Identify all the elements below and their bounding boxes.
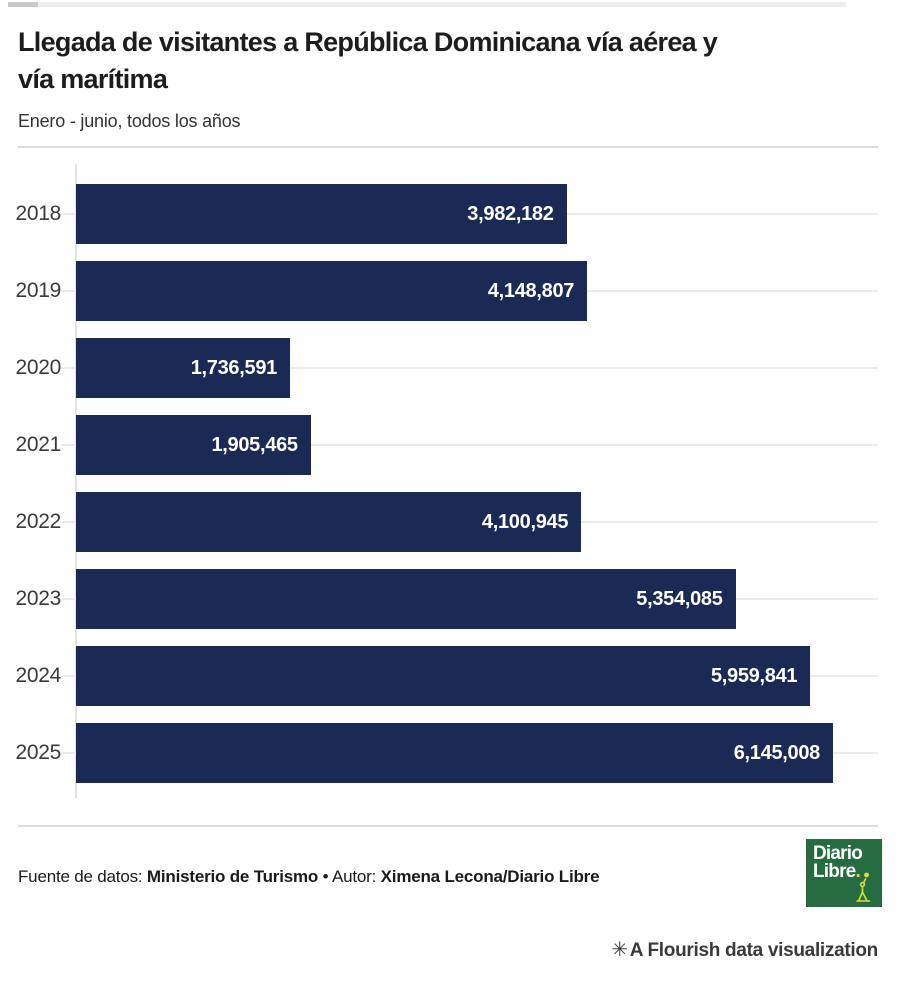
year-label: 2018: [15, 202, 61, 225]
statue-icon: [856, 872, 871, 902]
row-plot-area: 5,354,085: [61, 569, 878, 629]
row-plot-area: 4,148,807: [61, 261, 878, 321]
chart-title-line2: vía marítima: [18, 64, 168, 95]
top-scrollbar-track[interactable]: [8, 2, 846, 7]
chart-row: 2022 4,100,945: [0, 484, 878, 561]
source-label: Fuente de datos:: [18, 866, 147, 886]
diario-libre-logo[interactable]: Diario Libre.: [806, 838, 882, 907]
data-bar[interactable]: 6,145,008: [76, 723, 833, 783]
row-plot-area: 4,100,945: [61, 492, 878, 552]
separator-bullet: •: [318, 866, 332, 886]
source-line: Fuente de datos: Ministerio de Turismo •…: [18, 866, 600, 887]
chart-footer: Fuente de datos: Ministerio de Turismo •…: [18, 838, 882, 907]
year-label: 2020: [15, 356, 61, 379]
bar-value-label: 5,354,085: [636, 587, 723, 610]
data-bar[interactable]: 1,905,465: [76, 415, 311, 475]
flourish-attribution[interactable]: ✳ A Flourish data visualization: [0, 937, 878, 962]
year-label: 2019: [15, 279, 61, 302]
flourish-icon: ✳: [611, 938, 628, 961]
data-bar[interactable]: 1,736,591: [76, 338, 290, 398]
author-name: Ximena Lecona/Diario Libre: [380, 866, 600, 886]
bar-value-label: 1,736,591: [190, 356, 278, 379]
flourish-text: A Flourish data visualization: [629, 939, 879, 961]
bar-value-label: 3,982,182: [467, 202, 554, 225]
data-bar[interactable]: 5,354,085: [76, 569, 736, 629]
year-label: 2021: [15, 433, 61, 456]
bar-value-label: 4,100,945: [481, 510, 569, 533]
chart-row: 2024 5,959,841: [0, 638, 878, 715]
year-label: 2022: [15, 510, 61, 533]
logo-line1: Diario: [813, 842, 863, 864]
chart-row: 2020 1,736,591: [0, 330, 878, 407]
row-plot-area: 5,959,841: [61, 646, 878, 706]
row-gridline: [61, 444, 878, 446]
bar-value-label: 5,959,841: [710, 664, 798, 687]
y-axis-line: [75, 163, 77, 798]
chart-row: 2018 3,982,182: [0, 176, 878, 253]
data-bar[interactable]: 4,148,807: [76, 261, 588, 321]
logo-line2: Libre.: [813, 860, 861, 882]
chart-rows: 2018 3,982,182 2019 4,148,807 2020 1,736…: [0, 176, 878, 792]
row-plot-area: 1,905,465: [61, 415, 878, 475]
year-label: 2024: [15, 664, 61, 687]
author-label: Autor:: [331, 866, 381, 886]
chart-title: Llegada de visitantes a República Domini…: [18, 24, 878, 99]
chart-row: 2021 1,905,465: [0, 407, 878, 484]
chart-row: 2019 4,148,807: [0, 253, 878, 330]
diario-libre-logo-text: Diario Libre.: [813, 842, 882, 882]
row-plot-area: 3,982,182: [61, 184, 878, 244]
data-bar[interactable]: 5,959,841: [76, 646, 811, 706]
bar-value-label: 4,148,807: [487, 279, 575, 302]
top-scrollbar-thumb[interactable]: [8, 2, 38, 7]
year-label: 2023: [15, 587, 61, 610]
chart-subtitle: Enero - junio, todos los años: [18, 110, 241, 131]
chart-row: 2025 6,145,008: [0, 715, 878, 792]
logo-dot: .: [855, 860, 860, 882]
row-plot-area: 1,736,591: [61, 338, 878, 398]
bar-value-label: 6,145,008: [733, 741, 821, 764]
chart-header: Llegada de visitantes a República Domini…: [0, 0, 914, 132]
data-bar[interactable]: 3,982,182: [76, 184, 567, 244]
row-plot-area: 6,145,008: [61, 723, 878, 783]
chart-row: 2023 5,354,085: [0, 561, 878, 638]
chart-title-line1: Llegada de visitantes a República Domini…: [18, 27, 718, 57]
year-label: 2025: [15, 741, 61, 764]
bar-value-label: 1,905,465: [211, 433, 298, 456]
source-name: Ministerio de Turismo: [146, 866, 319, 886]
row-gridline: [61, 367, 878, 369]
data-bar[interactable]: 4,100,945: [76, 492, 582, 552]
header-divider: [18, 145, 878, 148]
footer-divider: [18, 824, 878, 827]
bar-chart: 2018 3,982,182 2019 4,148,807 2020 1,736…: [0, 163, 878, 798]
